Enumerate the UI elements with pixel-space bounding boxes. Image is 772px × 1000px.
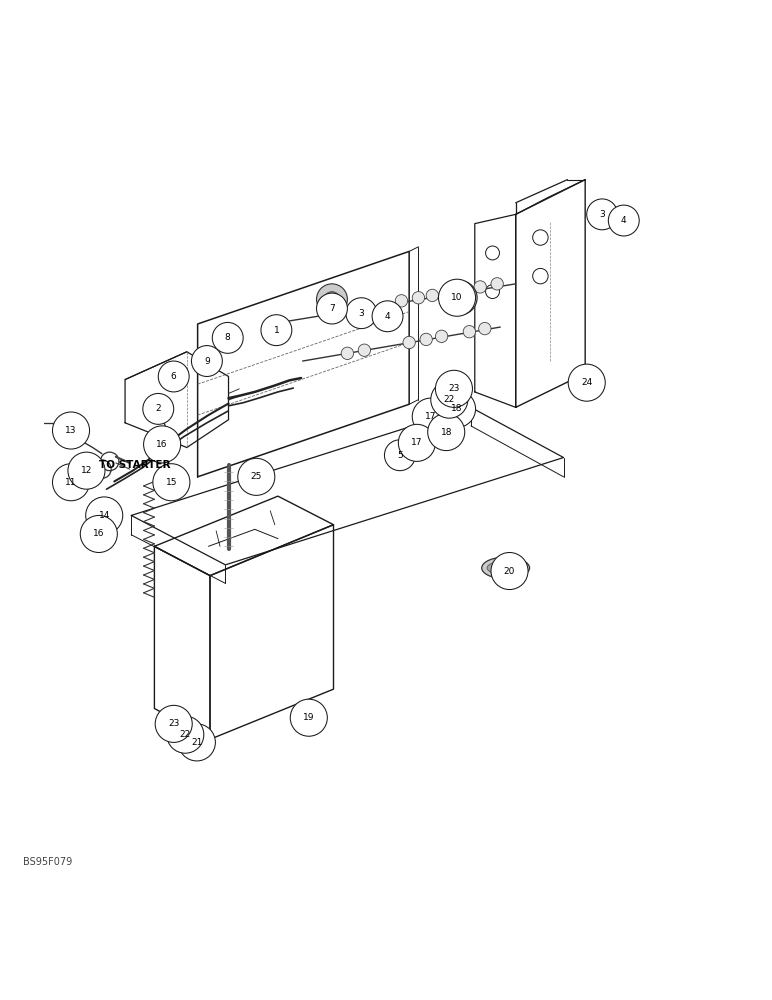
Circle shape — [317, 293, 347, 324]
Circle shape — [144, 426, 181, 463]
Circle shape — [412, 292, 425, 304]
Circle shape — [52, 412, 90, 449]
Text: 17: 17 — [411, 438, 422, 447]
Circle shape — [334, 305, 346, 318]
Circle shape — [164, 475, 173, 484]
Ellipse shape — [482, 557, 530, 579]
Circle shape — [153, 464, 190, 501]
Circle shape — [86, 497, 123, 534]
Text: 18: 18 — [441, 428, 452, 437]
Circle shape — [438, 390, 476, 427]
Text: 22: 22 — [180, 730, 191, 739]
Circle shape — [491, 278, 503, 290]
Circle shape — [568, 364, 605, 401]
Text: 2: 2 — [155, 404, 161, 413]
Text: 10: 10 — [452, 293, 462, 302]
Circle shape — [261, 315, 292, 346]
Circle shape — [238, 458, 275, 495]
Text: 9: 9 — [204, 357, 210, 366]
Circle shape — [431, 381, 468, 418]
Circle shape — [587, 199, 618, 230]
Text: 24: 24 — [581, 378, 592, 387]
Text: 16: 16 — [157, 440, 168, 449]
Text: 4: 4 — [621, 216, 627, 225]
Circle shape — [457, 284, 469, 296]
Text: 18: 18 — [452, 404, 462, 413]
Text: 23: 23 — [168, 719, 179, 728]
Text: 17: 17 — [425, 412, 436, 421]
Circle shape — [324, 292, 340, 307]
Text: 15: 15 — [166, 478, 177, 487]
Text: 11: 11 — [66, 478, 76, 487]
Circle shape — [384, 440, 415, 471]
Text: 19: 19 — [303, 713, 314, 722]
Circle shape — [438, 279, 476, 316]
Text: 6: 6 — [171, 372, 177, 381]
Text: 14: 14 — [99, 511, 110, 520]
Circle shape — [158, 361, 189, 392]
Circle shape — [428, 414, 465, 451]
Text: 3: 3 — [599, 210, 605, 219]
Text: 8: 8 — [225, 333, 231, 342]
Circle shape — [435, 330, 448, 343]
Text: 1: 1 — [273, 326, 279, 335]
Circle shape — [420, 333, 432, 346]
Circle shape — [341, 347, 354, 359]
Circle shape — [395, 295, 408, 307]
Circle shape — [372, 301, 403, 332]
Circle shape — [412, 398, 449, 435]
Circle shape — [443, 281, 477, 315]
Circle shape — [426, 289, 438, 302]
Circle shape — [80, 515, 117, 552]
Circle shape — [588, 203, 604, 218]
Circle shape — [592, 207, 600, 214]
Text: 25: 25 — [251, 472, 262, 481]
Circle shape — [403, 336, 415, 349]
Circle shape — [474, 281, 486, 293]
Circle shape — [68, 452, 105, 489]
Ellipse shape — [487, 561, 524, 575]
Circle shape — [143, 393, 174, 424]
Text: BS95F079: BS95F079 — [23, 857, 73, 867]
Text: 22: 22 — [444, 395, 455, 404]
Text: 5: 5 — [397, 451, 403, 460]
Circle shape — [52, 464, 90, 501]
Text: TO STARTER: TO STARTER — [100, 460, 171, 470]
Circle shape — [463, 326, 476, 338]
Circle shape — [491, 552, 528, 590]
Circle shape — [398, 424, 435, 461]
Circle shape — [191, 346, 222, 376]
Circle shape — [358, 344, 371, 356]
Circle shape — [212, 322, 243, 353]
Text: 21: 21 — [191, 738, 202, 747]
Circle shape — [178, 724, 215, 761]
Text: 3: 3 — [358, 309, 364, 318]
Circle shape — [435, 370, 472, 407]
Circle shape — [167, 716, 204, 753]
Text: 20: 20 — [504, 567, 515, 576]
Text: 12: 12 — [81, 466, 92, 475]
Circle shape — [317, 284, 347, 315]
Circle shape — [155, 705, 192, 742]
Text: 23: 23 — [449, 384, 459, 393]
Circle shape — [479, 322, 491, 335]
Text: 13: 13 — [66, 426, 76, 435]
Circle shape — [350, 302, 363, 315]
Text: 7: 7 — [329, 304, 335, 313]
Text: 16: 16 — [93, 529, 104, 538]
Circle shape — [346, 298, 377, 329]
Circle shape — [159, 470, 178, 488]
Text: 4: 4 — [384, 312, 391, 321]
Circle shape — [608, 205, 639, 236]
Circle shape — [178, 724, 193, 739]
Circle shape — [452, 290, 468, 305]
Circle shape — [290, 699, 327, 736]
